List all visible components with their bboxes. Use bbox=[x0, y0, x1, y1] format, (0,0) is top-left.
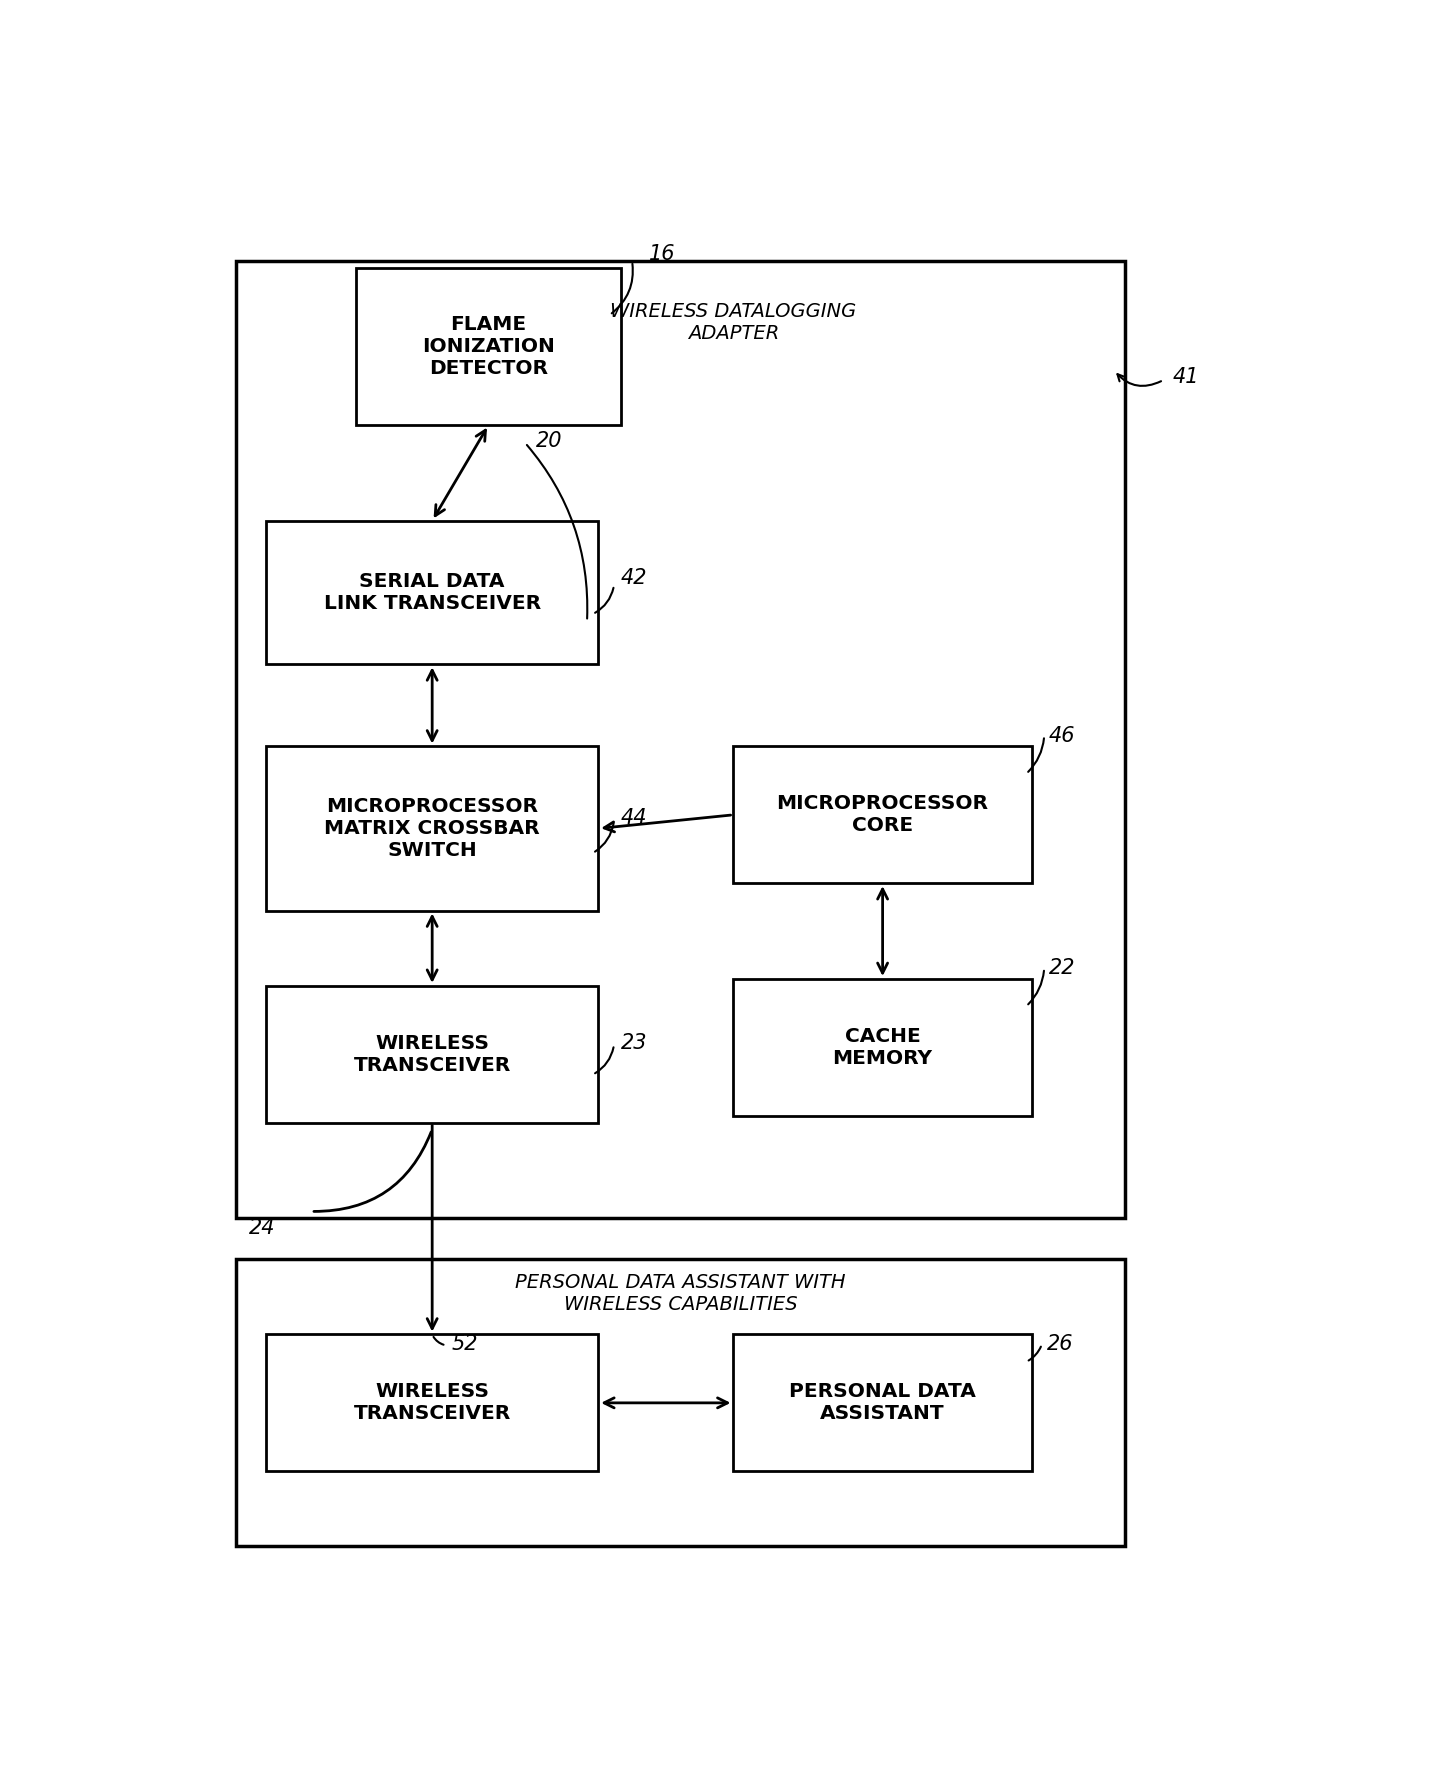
Text: 26: 26 bbox=[1046, 1334, 1072, 1353]
Text: CACHE
MEMORY: CACHE MEMORY bbox=[833, 1027, 933, 1067]
Bar bbox=[266, 986, 599, 1122]
Text: 52: 52 bbox=[452, 1334, 478, 1353]
Text: 22: 22 bbox=[1049, 957, 1075, 979]
Text: 24: 24 bbox=[250, 1218, 276, 1238]
Text: WIRELESS
TRANSCEIVER: WIRELESS TRANSCEIVER bbox=[353, 1382, 511, 1423]
Text: SERIAL DATA
LINK TRANSCEIVER: SERIAL DATA LINK TRANSCEIVER bbox=[324, 572, 541, 613]
Text: 20: 20 bbox=[536, 432, 562, 451]
Text: 41: 41 bbox=[1173, 368, 1199, 387]
Bar bbox=[266, 746, 599, 911]
Text: 44: 44 bbox=[620, 808, 647, 828]
Bar bbox=[235, 261, 1125, 1218]
Text: MICROPROCESSOR
CORE: MICROPROCESSOR CORE bbox=[776, 794, 988, 835]
Bar bbox=[356, 268, 620, 424]
Text: 46: 46 bbox=[1049, 726, 1075, 746]
Text: PERSONAL DATA ASSISTANT WITH
WIRELESS CAPABILITIES: PERSONAL DATA ASSISTANT WITH WIRELESS CA… bbox=[516, 1273, 846, 1314]
Bar bbox=[235, 1259, 1125, 1547]
Bar bbox=[734, 979, 1032, 1115]
Text: 42: 42 bbox=[620, 568, 647, 588]
Text: MICROPROCESSOR
MATRIX CROSSBAR
SWITCH: MICROPROCESSOR MATRIX CROSSBAR SWITCH bbox=[324, 797, 541, 860]
Text: 23: 23 bbox=[620, 1034, 647, 1053]
Text: WIRELESS DATALOGGING
ADAPTER: WIRELESS DATALOGGING ADAPTER bbox=[610, 302, 856, 343]
Text: PERSONAL DATA
ASSISTANT: PERSONAL DATA ASSISTANT bbox=[789, 1382, 976, 1423]
Bar bbox=[266, 1334, 599, 1471]
Bar bbox=[734, 1334, 1032, 1471]
Bar bbox=[734, 746, 1032, 883]
Text: WIRELESS
TRANSCEIVER: WIRELESS TRANSCEIVER bbox=[353, 1034, 511, 1074]
Text: 16: 16 bbox=[649, 243, 676, 265]
Bar bbox=[266, 520, 599, 664]
Text: FLAME
IONIZATION
DETECTOR: FLAME IONIZATION DETECTOR bbox=[421, 314, 555, 378]
